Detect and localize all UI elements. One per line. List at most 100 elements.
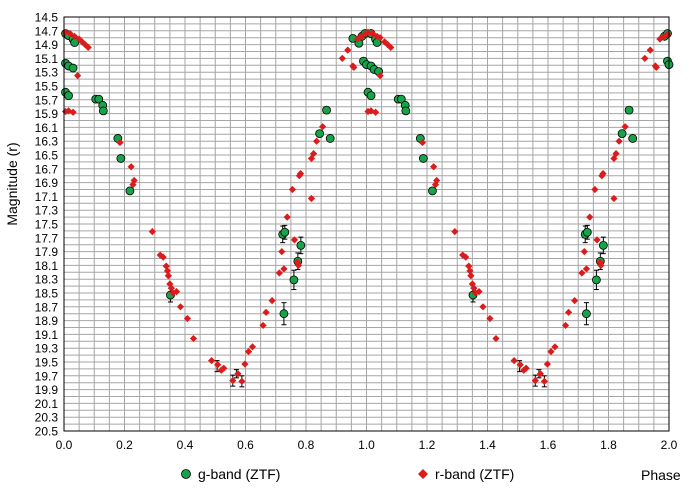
y-tick-label: 15.9	[35, 107, 59, 121]
y-tick-label: 14.9	[35, 38, 59, 52]
r-band-point	[510, 357, 518, 365]
r-band-point	[531, 377, 539, 385]
r-band-point	[280, 265, 288, 273]
y-tick-label: 15.5	[35, 80, 59, 94]
y-tick-label: 17.7	[35, 231, 59, 245]
r-band-point	[522, 364, 530, 372]
y-tick-label: 18.5	[35, 287, 59, 301]
r-band-point	[290, 236, 299, 244]
r-band-point	[599, 170, 607, 178]
g-band-point	[94, 94, 104, 104]
g-band-point	[296, 240, 306, 250]
r-band-point	[547, 348, 555, 356]
y-tick-label: 19.7	[35, 369, 59, 383]
y-tick-label: 19.3	[35, 342, 59, 356]
g-band-point	[98, 106, 108, 116]
legend-label-r-band: r-band (ZTF)	[435, 466, 515, 482]
r-band-point	[238, 377, 246, 385]
r-band-point	[373, 32, 381, 40]
r-band-point	[597, 261, 605, 269]
legend-label-g-band: g-band (ZTF)	[198, 466, 281, 482]
r-band-point	[183, 314, 192, 323]
x-tick-label: 0.0	[56, 438, 73, 452]
r-band-point	[164, 272, 172, 280]
r-band-point	[368, 29, 377, 38]
error-bars	[167, 224, 606, 388]
g-band-point	[116, 154, 126, 163]
r-band-point	[580, 248, 588, 256]
r-band-point	[166, 280, 174, 288]
g-band-point	[624, 105, 634, 115]
r-band-point	[612, 150, 620, 158]
g-band-point	[582, 309, 591, 319]
g-band-point	[289, 275, 299, 285]
r-band-point	[70, 32, 79, 40]
x-tick-label: 1.0	[358, 438, 375, 452]
r-band-point	[615, 137, 623, 145]
y-tick-label: 16.9	[35, 176, 59, 190]
r-band-point	[486, 314, 494, 323]
y-tick-label: 17.1	[35, 190, 59, 204]
plot-frame	[63, 16, 670, 432]
r-band-point	[376, 72, 384, 80]
r-band-point	[127, 163, 135, 171]
r-band-point	[217, 366, 225, 374]
y-tick-label: 15.1	[35, 52, 59, 66]
x-axis-ticks: 0.0 0.2 0.4 0.6 0.8 1.0 1.2 1.4 1.6 1.8 2.0	[56, 438, 678, 452]
r-band-point	[84, 43, 92, 51]
y-tick-label: 19.5	[35, 356, 59, 370]
r-band-point	[384, 41, 392, 49]
g-band-point	[125, 186, 135, 196]
r-band-point	[475, 288, 483, 296]
y-tick-label: 18.9	[35, 314, 59, 328]
r-band-point	[571, 296, 579, 305]
r-band-point	[189, 334, 198, 343]
y-tick-label: 17.9	[35, 245, 59, 259]
r-band-point	[75, 35, 83, 43]
r-band-point	[220, 364, 228, 372]
r-band-point	[367, 107, 375, 115]
x-tick-label: 1.4	[479, 438, 496, 452]
r-band-point	[621, 123, 629, 131]
g-band-point	[418, 154, 428, 163]
y-axis-label: Magnitude (r)	[4, 142, 20, 226]
y-tick-label: 19.9	[35, 383, 59, 397]
x-tick-label: 2.0	[661, 438, 678, 452]
r-band-point	[582, 265, 591, 273]
g-band-point	[428, 186, 437, 196]
r-band-point	[159, 253, 167, 261]
g-band-point	[322, 105, 331, 115]
legend-circle-marker	[181, 469, 191, 479]
r-band-point	[371, 108, 380, 116]
r-band-point	[593, 236, 601, 244]
r-band-point	[288, 185, 296, 194]
r-band-point	[74, 72, 82, 80]
r-band-point	[259, 321, 267, 330]
r-band-point	[465, 262, 473, 270]
r-band-point	[578, 269, 586, 277]
r-band-point	[69, 108, 77, 116]
r-band-point	[364, 107, 372, 116]
r-band-point	[543, 360, 551, 368]
y-tick-label: 17.3	[35, 204, 59, 218]
x-tick-label: 1.8	[600, 438, 617, 452]
y-tick-label: 14.5	[35, 11, 59, 25]
r-band-point	[283, 213, 291, 221]
r-band-point	[564, 308, 573, 316]
r-band-point	[467, 272, 475, 280]
grid-lines	[63, 16, 670, 432]
r-band-point	[162, 262, 170, 270]
r-band-point	[430, 163, 438, 171]
r-band-point	[451, 227, 459, 236]
x-tick-label: 0.6	[237, 438, 254, 452]
g-band-point	[628, 134, 638, 143]
x-tick-label: 0.8	[298, 438, 315, 452]
g-band-point	[279, 309, 289, 319]
r-band-point	[591, 185, 599, 194]
r-band-point	[262, 308, 270, 316]
y-tick-label: 18.3	[35, 273, 59, 287]
y-tick-label: 18.7	[35, 300, 59, 314]
r-band-point	[381, 38, 389, 46]
r-band-point	[148, 227, 156, 236]
